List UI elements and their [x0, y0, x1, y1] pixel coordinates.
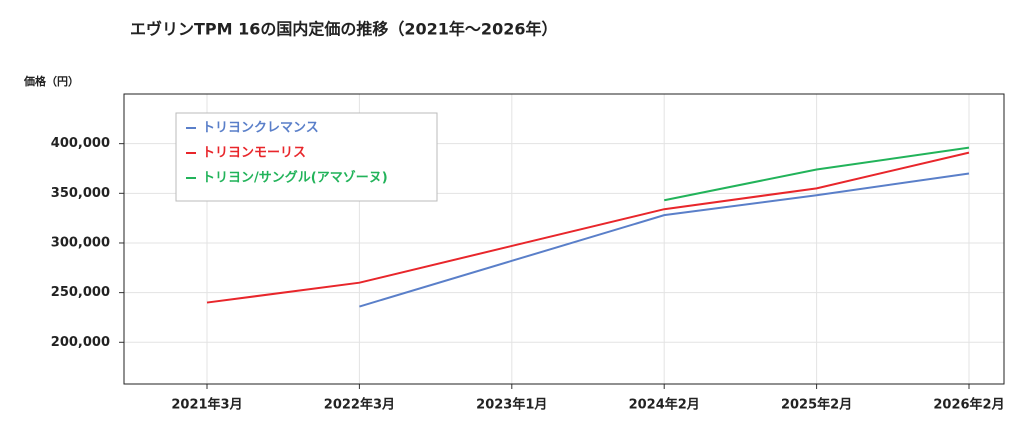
x-tick-label: 2025年2月 [781, 397, 852, 413]
series-line [664, 146, 970, 202]
series-line [206, 151, 970, 304]
legend-label: トリヨンモーリス [202, 146, 306, 161]
x-tick-label: 2021年3月 [171, 397, 242, 413]
x-tick-label: 2023年1月 [476, 397, 547, 413]
y-tick-label: 250,000 [51, 285, 110, 300]
x-tick-label: 2024年2月 [629, 397, 700, 413]
legend-box [175, 112, 438, 202]
x-tick-label: 2026年2月 [933, 397, 1004, 413]
y-axis-label: 価格（円） [23, 74, 79, 88]
y-tick-label: 400,000 [51, 136, 110, 151]
y-tick-label: 350,000 [51, 186, 110, 201]
series-line [359, 172, 970, 308]
x-tick-label: 2022年3月 [324, 397, 395, 413]
y-tick-label: 200,000 [51, 335, 110, 350]
plot-frame [123, 93, 1005, 385]
legend-label: トリヨンクレマンス [202, 121, 319, 136]
legend-label: トリヨン/サングル(アマゾーヌ) [202, 170, 388, 186]
y-tick-label: 300,000 [51, 235, 110, 250]
chart-title: エヴリンTPM 16の国内定価の推移（2021年～2026年） [130, 20, 557, 39]
